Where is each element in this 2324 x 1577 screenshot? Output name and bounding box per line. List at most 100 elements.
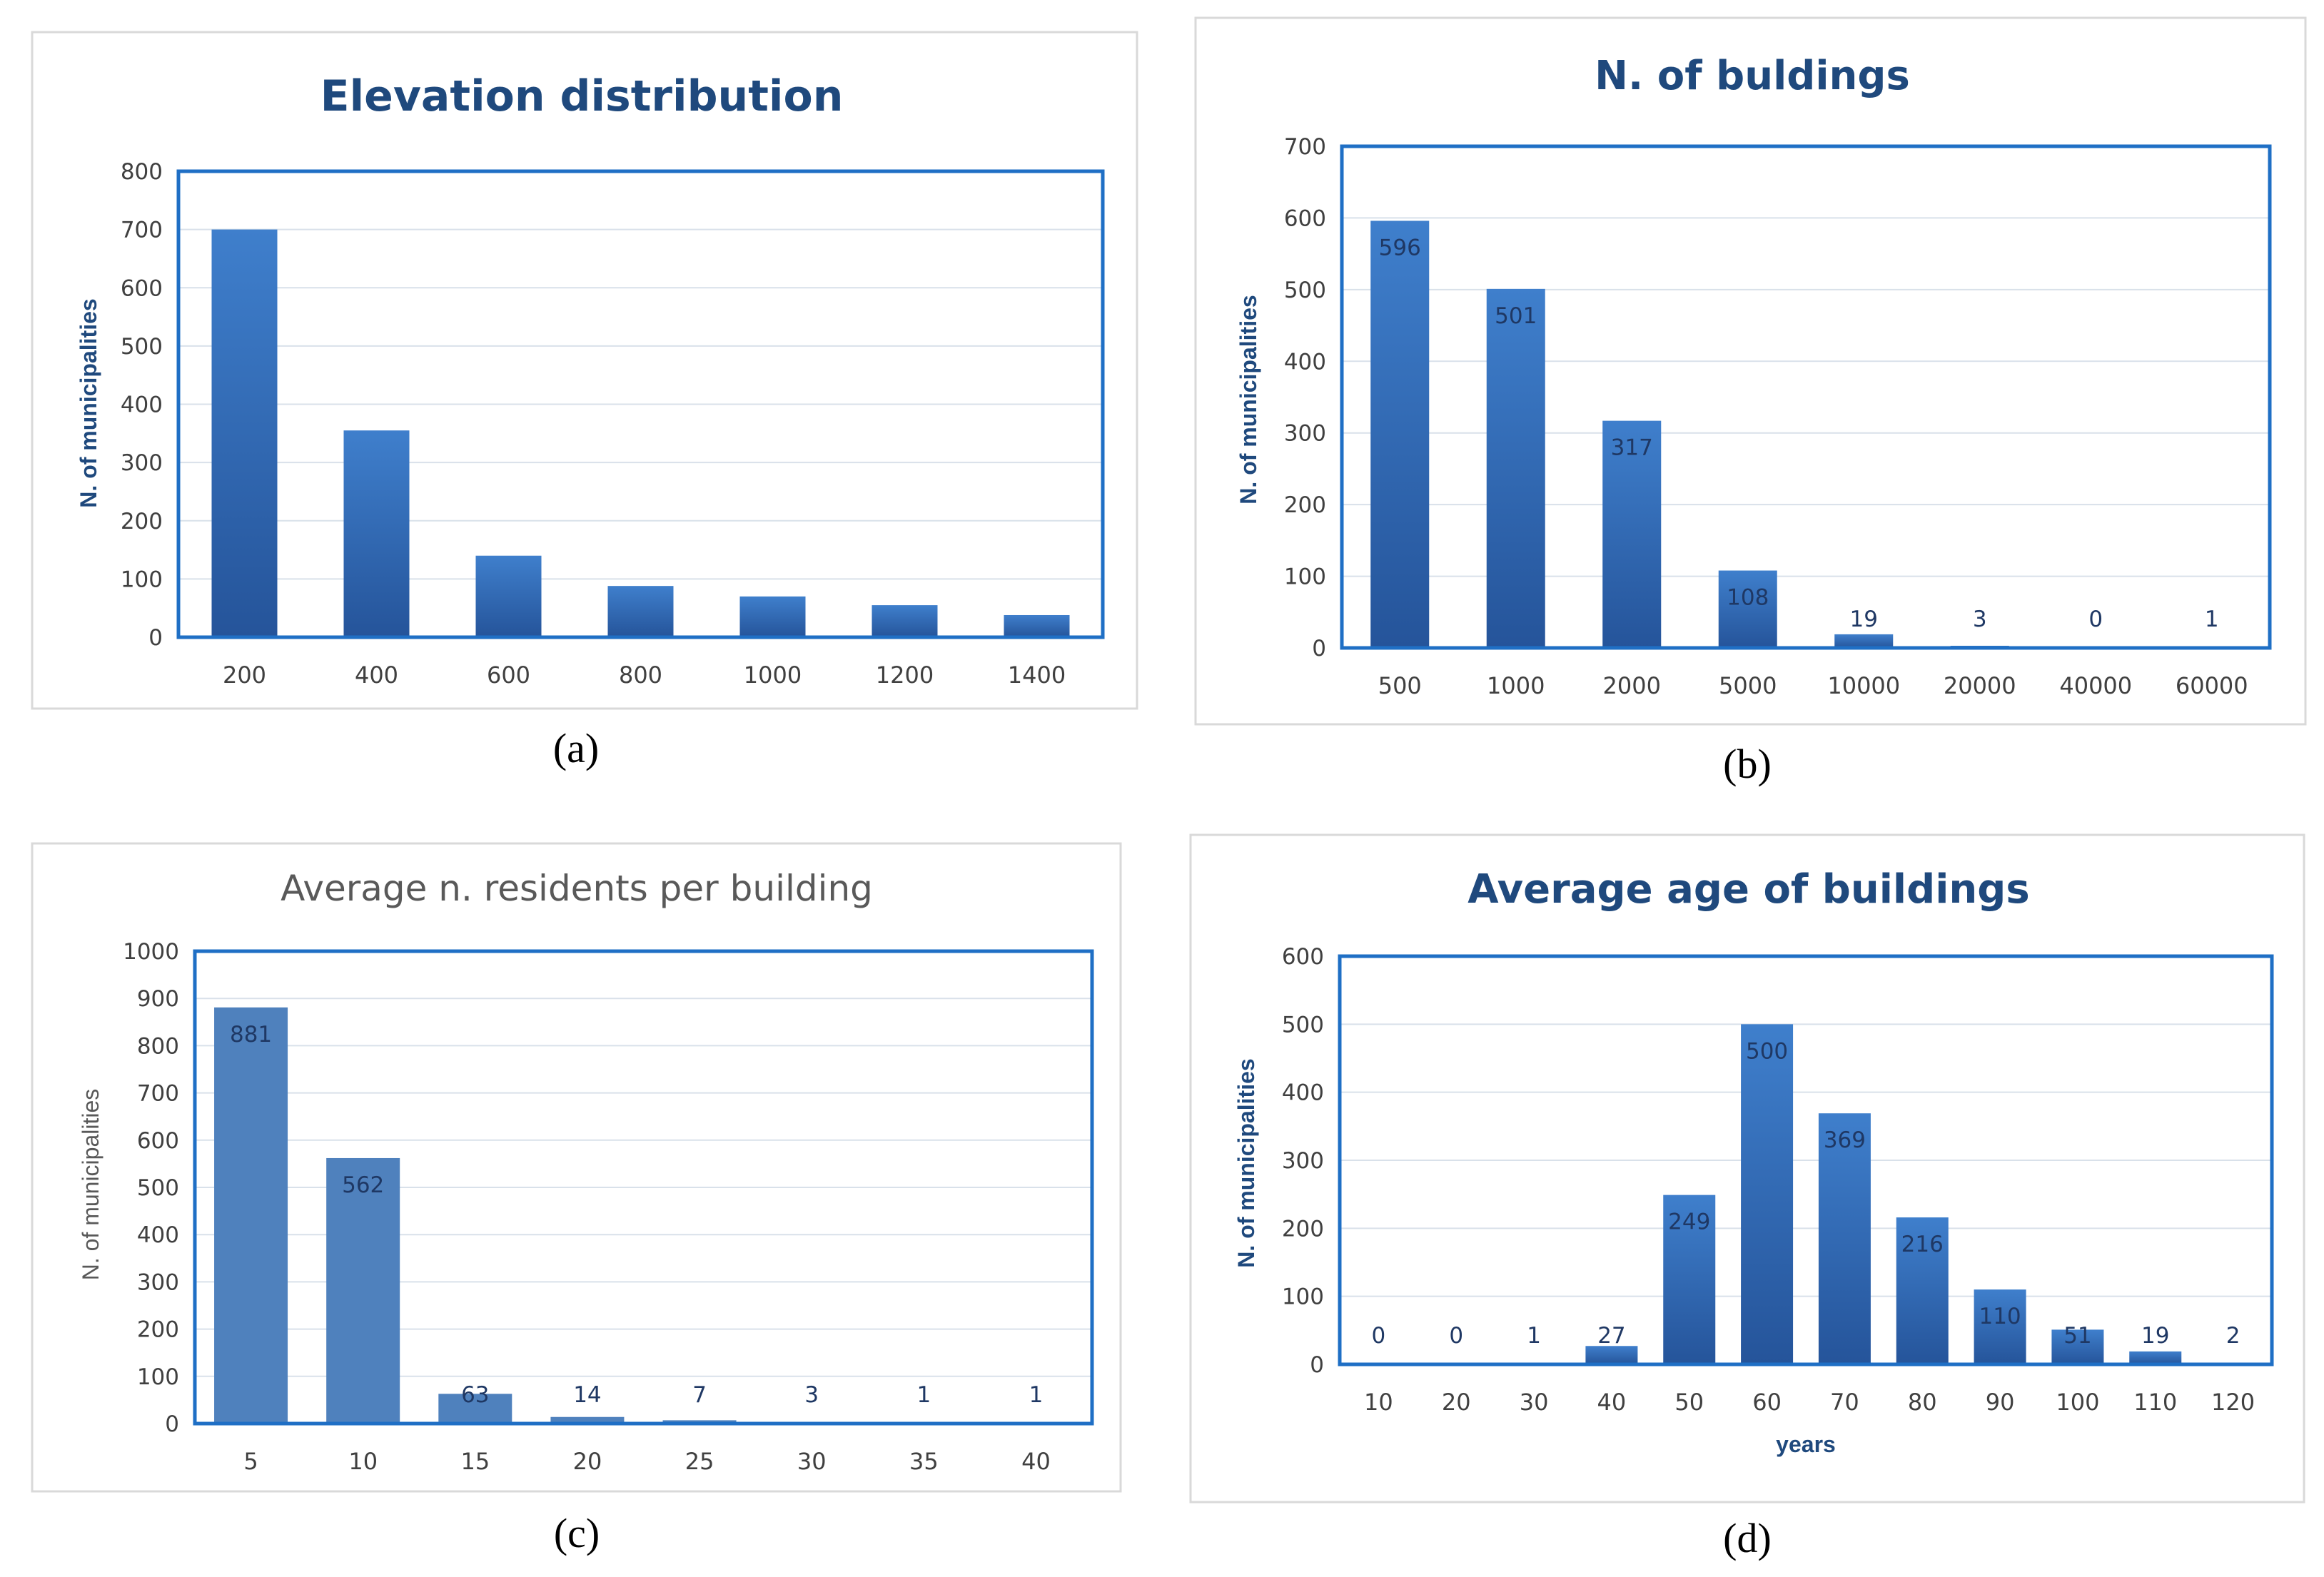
y-tick-label: 0 <box>1312 636 1326 661</box>
bar <box>1663 1195 1716 1364</box>
x-tick-label: 1000 <box>744 661 802 689</box>
plot-frame <box>176 169 1105 639</box>
plot-frame <box>1338 954 2274 1366</box>
y-tick-label: 300 <box>121 450 163 476</box>
y-tick-label: 200 <box>137 1317 179 1343</box>
y-tick-label: 300 <box>137 1269 179 1295</box>
y-axis-label: N. of municipalities <box>1236 295 1261 504</box>
y-tick-label: 200 <box>1282 1216 1324 1242</box>
plot-area: 0 100 200 300 400 500 600 700 500 596 1000 501 2000 3… <box>1284 134 2272 699</box>
data-label: 3 <box>804 1382 819 1408</box>
bar <box>1602 420 1662 648</box>
bar <box>739 596 806 637</box>
y-tick-label: 0 <box>165 1411 179 1437</box>
data-label: 7 <box>692 1382 707 1408</box>
data-label: 249 <box>1668 1210 1710 1235</box>
y-tick-label: 700 <box>1284 134 1326 160</box>
x-tick-label: 400 <box>355 661 398 689</box>
chart-panel-c: Average n. residents per building N. of … <box>31 842 1122 1493</box>
bar <box>1834 634 1894 648</box>
x-tick-label: 40 <box>1597 1389 1627 1416</box>
data-label: 3 <box>1973 607 1987 632</box>
data-label: 1 <box>916 1382 931 1408</box>
y-tick-label: 500 <box>137 1175 179 1201</box>
x-tick-label: 15 <box>460 1448 490 1475</box>
x-tick-label: 110 <box>2133 1389 2177 1416</box>
bar <box>1486 288 1545 648</box>
data-label: 562 <box>342 1172 384 1198</box>
y-axis-label: N. of municipalities <box>1233 1058 1259 1267</box>
y-tick-label: 600 <box>1284 206 1326 231</box>
y-tick-label: 100 <box>1284 564 1326 590</box>
y-tick-label: 0 <box>1310 1352 1324 1378</box>
chart-panel-d: Average age of buildings N. of municipal… <box>1189 833 2305 1504</box>
y-tick-label: 500 <box>1284 278 1326 303</box>
x-axis-label: years <box>1776 1431 1836 1457</box>
data-label: 216 <box>1901 1232 1944 1257</box>
data-label: 317 <box>1611 435 1653 461</box>
x-tick-label: 10 <box>1364 1389 1393 1416</box>
bar <box>475 555 542 637</box>
x-tick-label: 500 <box>1378 672 1422 699</box>
y-tick-label: 300 <box>1282 1148 1324 1174</box>
y-tick-label: 400 <box>1284 349 1326 375</box>
x-tick-label: 35 <box>909 1448 939 1475</box>
x-tick-label: 10 <box>348 1448 378 1475</box>
y-tick-label: 500 <box>1282 1012 1324 1038</box>
bar <box>214 1007 288 1424</box>
x-tick-label: 25 <box>685 1448 714 1475</box>
bar <box>607 586 674 637</box>
x-tick-label: 60 <box>1752 1389 1782 1416</box>
x-tick-label: 1400 <box>1008 661 1066 689</box>
y-tick-label: 200 <box>1284 492 1326 518</box>
y-tick-label: 400 <box>121 392 163 418</box>
x-tick-label: 20000 <box>1944 672 2016 699</box>
y-tick-label: 400 <box>137 1222 179 1248</box>
x-tick-label: 800 <box>619 661 662 689</box>
y-tick-label: 100 <box>137 1364 179 1390</box>
chart-panel-a: Elevation distribution N. of municipalit… <box>31 31 1138 710</box>
data-label: 19 <box>1850 607 1878 632</box>
x-tick-label: 90 <box>1986 1389 2015 1416</box>
y-tick-label: 700 <box>121 218 163 243</box>
y-tick-label: 100 <box>1282 1284 1324 1310</box>
x-tick-label: 80 <box>1908 1389 1937 1416</box>
bar <box>1741 1024 1794 1364</box>
plot-area: 0100200300400500600100200301402750249605… <box>1282 944 2274 1416</box>
bar <box>1718 570 1777 648</box>
bar <box>1818 1113 1871 1364</box>
y-tick-label: 800 <box>121 159 163 185</box>
plot-frame <box>193 949 1094 1426</box>
panel-label-d: (d) <box>1723 1515 1772 1561</box>
y-tick-label: 100 <box>121 567 163 592</box>
y-tick-label: 700 <box>137 1081 179 1107</box>
data-label: 19 <box>2141 1323 2169 1349</box>
x-tick-label: 20 <box>1442 1389 1471 1416</box>
x-tick-label: 120 <box>2211 1389 2255 1416</box>
panel-label-b: (b) <box>1723 741 1772 787</box>
data-label: 27 <box>1597 1323 1625 1349</box>
panel-label-c: (c) <box>554 1510 600 1556</box>
data-label: 2 <box>2226 1323 2240 1349</box>
bar <box>326 1157 400 1424</box>
x-tick-label: 5 <box>243 1448 258 1475</box>
data-label: 1 <box>1527 1323 1541 1349</box>
bar <box>343 430 410 637</box>
chart-title: Average age of buildings <box>1467 866 2029 913</box>
chart-title: Average n. residents per building <box>281 868 873 909</box>
data-label: 881 <box>230 1022 272 1048</box>
y-tick-label: 400 <box>1282 1080 1324 1106</box>
x-tick-label: 200 <box>223 661 266 689</box>
y-tick-label: 600 <box>121 275 163 301</box>
x-tick-label: 40 <box>1021 1448 1051 1475</box>
data-label: 369 <box>1824 1127 1866 1153</box>
x-tick-label: 600 <box>487 661 530 689</box>
plot-area: 0 100 200 300 400 500 600 700 800 200 400 600 800 100… <box>121 159 1105 689</box>
x-tick-label: 40000 <box>2059 672 2132 699</box>
x-tick-label: 20 <box>573 1448 602 1475</box>
data-label: 0 <box>1449 1323 1463 1349</box>
bar <box>1370 220 1430 649</box>
bar <box>1896 1217 1949 1364</box>
plot-frame <box>1340 144 2272 650</box>
